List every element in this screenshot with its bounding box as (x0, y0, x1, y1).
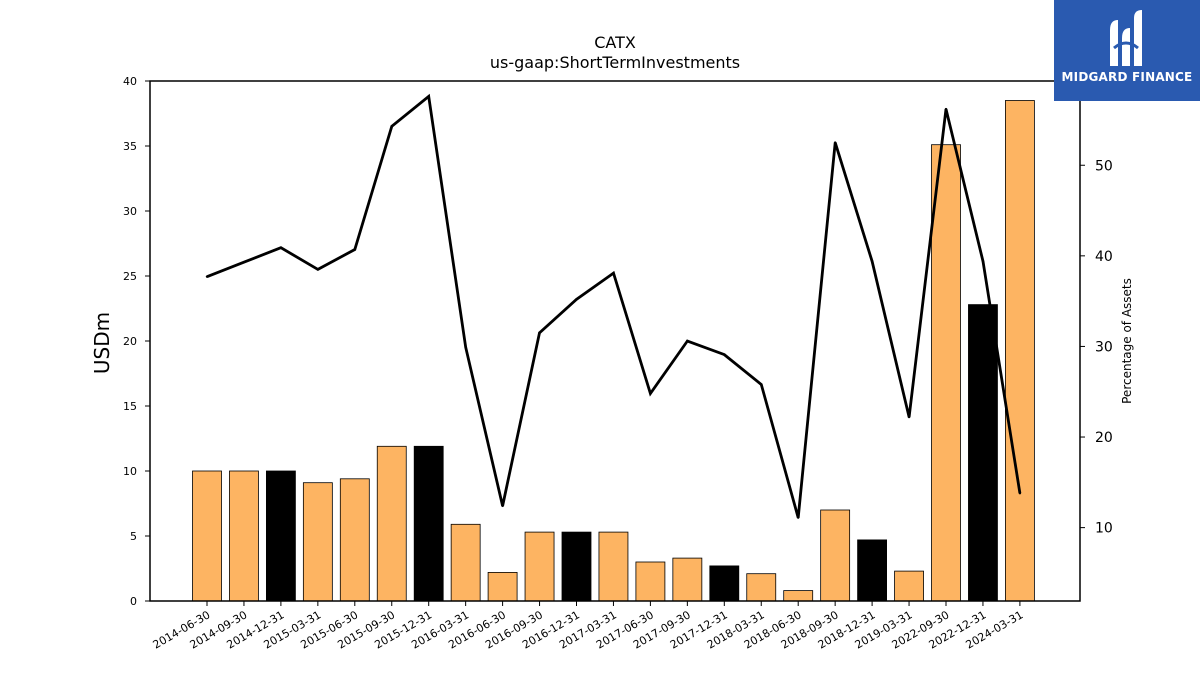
y-tick-label: 35 (123, 140, 137, 153)
line-point (1018, 491, 1022, 495)
bar (339, 478, 370, 602)
line-point (427, 95, 430, 98)
bar (376, 445, 407, 602)
chart-subtitle: us-gaap:ShortTermInvestments (490, 53, 740, 72)
bar (413, 445, 444, 602)
line-point (501, 504, 504, 508)
line-point (981, 260, 985, 263)
brand-name: MIDGARD FINANCE (1061, 70, 1193, 84)
bar (931, 144, 961, 602)
y-tick-label: 20 (123, 335, 137, 348)
bar (783, 590, 814, 602)
y-tick-label-right: 20 (1095, 430, 1113, 446)
bar (672, 557, 703, 602)
line-point (279, 246, 283, 249)
line-path (206, 93, 1022, 519)
bar (487, 572, 518, 602)
line-point (870, 260, 874, 263)
bar (894, 570, 924, 602)
y-tick-label-right: 40 (1095, 249, 1113, 265)
bar (746, 573, 777, 602)
bar (635, 561, 666, 602)
y-tick-label: 40 (123, 75, 137, 88)
line-point (612, 271, 615, 275)
brand-logo: MIDGARD FINANCE (1054, 0, 1200, 101)
line-point (538, 331, 541, 335)
y-axis-label: USDm (90, 312, 114, 374)
bar (1005, 100, 1035, 602)
line-point (723, 353, 726, 356)
bar (302, 482, 333, 602)
line-point (353, 248, 356, 251)
y-tick-label: 0 (130, 595, 137, 608)
y-axis-label-right: Percentage of Assets (1120, 278, 1134, 404)
y-tick-label: 30 (123, 205, 137, 218)
bar-series (192, 100, 1035, 602)
line-point (833, 141, 837, 144)
line-point (649, 392, 652, 395)
line-point (205, 275, 209, 278)
y-tick-label: 10 (123, 465, 137, 478)
bar (265, 470, 296, 602)
bar (857, 539, 887, 602)
bar (229, 470, 259, 602)
bar (598, 531, 629, 602)
line-point (316, 268, 320, 271)
bar (524, 531, 555, 602)
line-point (390, 125, 393, 128)
logo-mark-icon (1110, 10, 1142, 66)
y-tick-label-right: 30 (1095, 339, 1113, 355)
chart-title: CATX (594, 33, 636, 52)
bar (561, 531, 592, 602)
bar (709, 565, 740, 602)
line-series (205, 93, 1022, 519)
y-tick-label-right: 50 (1095, 158, 1113, 174)
line-point (907, 415, 911, 419)
line-point (797, 516, 800, 519)
y-tick-label-right: 10 (1095, 521, 1113, 537)
line-point (944, 107, 948, 111)
bar (192, 470, 222, 602)
line-point (464, 346, 467, 349)
bar (450, 523, 481, 602)
line-point (760, 383, 763, 386)
bar (820, 509, 851, 602)
line-point (575, 298, 578, 301)
y-tick-label: 5 (130, 530, 137, 543)
y-tick-label: 25 (123, 270, 137, 283)
bar (968, 304, 998, 602)
line-point (242, 260, 246, 264)
line-point (686, 339, 689, 343)
y-tick-label: 15 (123, 400, 137, 413)
